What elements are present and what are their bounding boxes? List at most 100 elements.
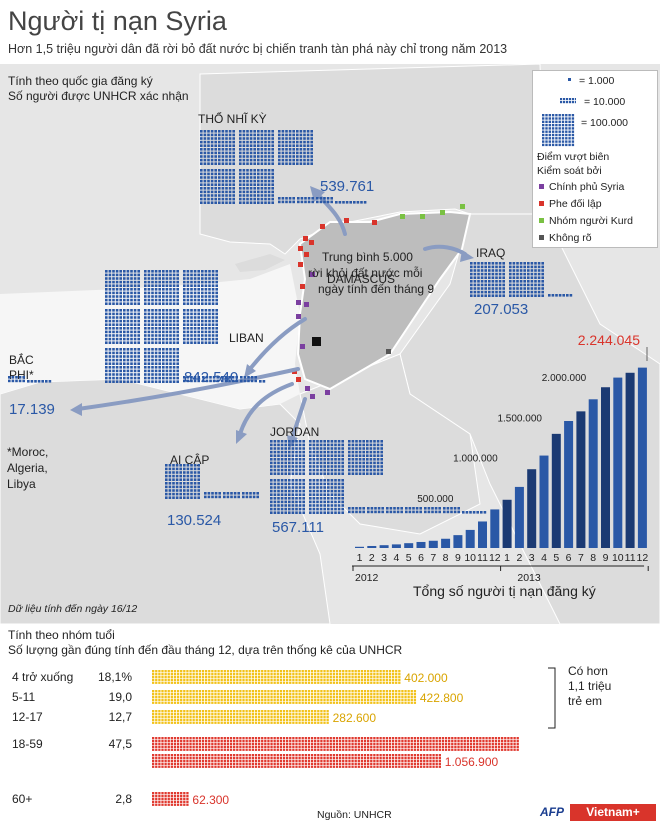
age-value-label: 282.600 [333, 711, 377, 725]
turkey-one [335, 201, 338, 204]
y-tick-label: 1.500.000 [497, 413, 542, 424]
jordan-block [348, 440, 383, 475]
month-tick: 7 [578, 552, 584, 564]
age-value-label: 1.056.900 [445, 755, 499, 769]
country-value-iraq: 207.053 [474, 301, 529, 318]
bar [613, 377, 623, 548]
turkey-block [239, 169, 274, 204]
month-tick: 9 [603, 552, 609, 564]
turkey-block [200, 169, 235, 204]
egypt-block [165, 464, 200, 499]
month-tick: 5 [553, 552, 559, 564]
month-tick: 1 [504, 552, 510, 564]
bar [551, 433, 561, 548]
jordan-one [476, 511, 479, 514]
month-tick: 9 [455, 552, 461, 564]
bacphi-ten [8, 376, 25, 383]
syria-note-2: rời khỏi đất nước mỗi [308, 266, 423, 280]
age-dot-bar [152, 737, 519, 768]
age-section-title: Tính theo nhóm tuổi [8, 628, 115, 642]
turkey-one [349, 201, 352, 204]
jordan-ten [348, 507, 365, 514]
month-tick: 12 [489, 552, 501, 564]
age-value-label: 62.300 [192, 793, 229, 807]
jordan-ten [424, 507, 441, 514]
liban-block [183, 270, 218, 305]
turkey-ten [278, 197, 295, 204]
age-dot-bar [152, 690, 417, 704]
turkey-one [338, 201, 342, 204]
month-tick: 12 [637, 552, 649, 564]
age-section-subtitle: Số lượng gần đúng tính đến đầu tháng 12,… [8, 643, 403, 657]
legend-dot-1000 [568, 78, 571, 81]
bar [404, 543, 414, 548]
jordan-ten [367, 507, 384, 514]
age-percent: 2,8 [115, 792, 132, 806]
legend-label-kurd: Nhóm người Kurd [549, 215, 633, 227]
country-name-turkey: THỔ NHĨ KỲ [198, 112, 267, 126]
turkey-ten [316, 197, 333, 204]
month-tick: 6 [566, 552, 572, 564]
bar [601, 387, 610, 548]
country-name-jordan: JORDAN [270, 425, 320, 439]
bar [355, 546, 364, 548]
iraq-one [562, 294, 565, 297]
month-tick: 10 [612, 552, 624, 564]
liban-ten [202, 376, 219, 383]
bar [478, 521, 487, 548]
turkey-one [342, 201, 345, 204]
month-tick: 5 [406, 552, 412, 564]
bar [527, 469, 537, 548]
bracket-note-1: Có hơn [568, 664, 608, 678]
legend-item: Không rõ [537, 232, 657, 249]
month-tick: 4 [541, 552, 547, 564]
jordan-one [465, 511, 469, 514]
country-value-jordan: 567.111 [272, 519, 324, 536]
jordan-block [270, 440, 305, 475]
iraq-one [558, 294, 562, 297]
bacphi-one [30, 380, 34, 383]
liban-ten [183, 376, 200, 383]
month-tick: 10 [464, 552, 476, 564]
max-value-label: 2.244.045 [578, 332, 640, 348]
syria-land [296, 210, 472, 391]
legend-label-gov: Chính phủ Syria [549, 181, 625, 193]
age-label: 12-17 [12, 710, 43, 724]
bacphi-one [27, 380, 30, 383]
bracket-note-3: trẻ em [568, 694, 603, 708]
bar [379, 545, 389, 548]
month-tick: 7 [430, 552, 436, 564]
legend-item: Chính phủ Syria [537, 181, 657, 198]
map-section-title-2: Số người được UNHCR xác nhận [8, 89, 189, 103]
y-tick-label: 1.000.000 [453, 454, 498, 465]
bracket-note-2: 1,1 triệu [568, 679, 612, 693]
bar [465, 529, 475, 548]
jordan-one [469, 511, 472, 514]
age-label: 5-11 [12, 690, 35, 704]
cumulative-chart: 1 2 3 4 5 6 7 8 9 10 11 12 1 2 3 4 5 6 7 8 9 10 11 12500.0001.0… [352, 332, 649, 584]
liban-one [259, 380, 262, 383]
legend-dot-100000 [542, 114, 575, 147]
month-tick: 8 [590, 552, 596, 564]
year-label-2013: 2013 [517, 572, 541, 584]
liban-one [262, 380, 266, 383]
jordan-one [480, 511, 483, 514]
jordan-ten [386, 507, 403, 514]
country-value-turkey: 539.761 [320, 178, 375, 195]
liban-ten [221, 376, 238, 383]
bar [625, 372, 635, 548]
footnote-line-3: Libya [7, 477, 36, 491]
syria-note-1: Trung bình 5.000 [322, 250, 413, 264]
legend-dot-10000 [560, 98, 576, 104]
year-label-2012: 2012 [355, 572, 379, 584]
month-tick: 3 [381, 552, 387, 564]
jordan-one [483, 511, 487, 514]
turkey-ten [297, 197, 314, 204]
liban-block [105, 348, 140, 383]
age-label: 18-59 [12, 737, 43, 751]
jordan-block [309, 479, 344, 514]
legend-crossing-title-2: Kiểm soát bởi [537, 165, 602, 177]
jordan-one [472, 511, 476, 514]
turkey-one [363, 201, 367, 204]
map-section-title-1: Tính theo quốc gia đăng ký [8, 74, 153, 88]
